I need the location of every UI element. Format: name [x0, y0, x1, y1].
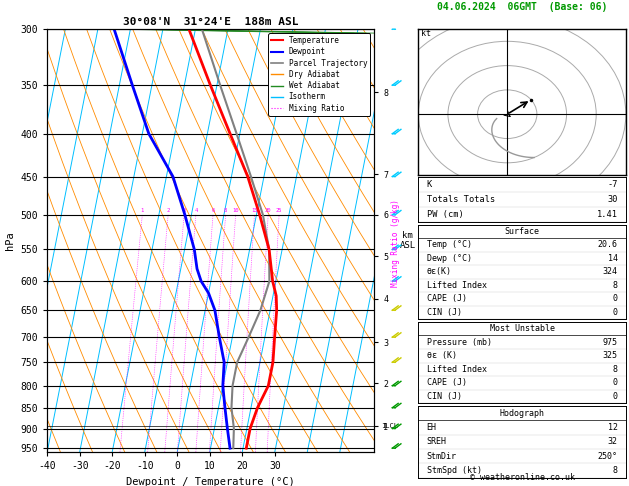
Text: Temp (°C): Temp (°C)	[426, 241, 472, 249]
Text: 1.41: 1.41	[596, 210, 618, 219]
Text: 8: 8	[613, 365, 618, 374]
Text: CAPE (J): CAPE (J)	[426, 295, 467, 303]
Text: 1: 1	[141, 208, 144, 213]
Text: 12: 12	[608, 423, 618, 432]
Text: PW (cm): PW (cm)	[426, 210, 464, 219]
Text: 10: 10	[232, 208, 239, 213]
Text: StmDir: StmDir	[426, 451, 457, 461]
Text: 325: 325	[603, 351, 618, 360]
Text: 250°: 250°	[598, 451, 618, 461]
Legend: Temperature, Dewpoint, Parcel Trajectory, Dry Adiabat, Wet Adiabat, Isotherm, Mi: Temperature, Dewpoint, Parcel Trajectory…	[268, 33, 370, 116]
Text: 975: 975	[603, 338, 618, 347]
Text: 15: 15	[251, 208, 258, 213]
Text: 3: 3	[182, 208, 186, 213]
Text: Surface: Surface	[504, 227, 540, 236]
Text: 1LCL: 1LCL	[381, 423, 398, 429]
X-axis label: Dewpoint / Temperature (°C): Dewpoint / Temperature (°C)	[126, 477, 295, 486]
Text: 6: 6	[211, 208, 214, 213]
Text: 0: 0	[613, 392, 618, 401]
Text: 14: 14	[608, 254, 618, 263]
Text: Hodograph: Hodograph	[499, 409, 545, 417]
Text: θε (K): θε (K)	[426, 351, 457, 360]
Y-axis label: hPa: hPa	[5, 231, 15, 250]
Text: StmSpd (kt): StmSpd (kt)	[426, 466, 482, 475]
Text: 8: 8	[613, 466, 618, 475]
Text: 30: 30	[607, 195, 618, 204]
Text: kt: kt	[421, 30, 431, 38]
Text: Dewp (°C): Dewp (°C)	[426, 254, 472, 263]
Text: 20: 20	[265, 208, 272, 213]
Text: 0: 0	[613, 308, 618, 317]
Text: 0: 0	[613, 295, 618, 303]
Text: 4: 4	[194, 208, 198, 213]
Text: 324: 324	[603, 267, 618, 277]
Text: Lifted Index: Lifted Index	[426, 365, 487, 374]
Text: Pressure (mb): Pressure (mb)	[426, 338, 492, 347]
Text: 04.06.2024  06GMT  (Base: 06): 04.06.2024 06GMT (Base: 06)	[437, 2, 607, 12]
Text: 32: 32	[608, 437, 618, 446]
Text: 0: 0	[613, 379, 618, 387]
Text: EH: EH	[426, 423, 437, 432]
Text: K: K	[426, 180, 432, 190]
Text: 2: 2	[167, 208, 170, 213]
Text: -7: -7	[607, 180, 618, 190]
Y-axis label: km
ASL: km ASL	[399, 231, 416, 250]
Text: 25: 25	[276, 208, 282, 213]
Text: CIN (J): CIN (J)	[426, 308, 462, 317]
Text: © weatheronline.co.uk: © weatheronline.co.uk	[470, 473, 574, 482]
Text: 8: 8	[613, 281, 618, 290]
Title: 30°08'N  31°24'E  188m ASL: 30°08'N 31°24'E 188m ASL	[123, 17, 299, 27]
Text: 8: 8	[224, 208, 227, 213]
Text: Totals Totals: Totals Totals	[426, 195, 495, 204]
Text: Lifted Index: Lifted Index	[426, 281, 487, 290]
Text: CAPE (J): CAPE (J)	[426, 379, 467, 387]
Text: CIN (J): CIN (J)	[426, 392, 462, 401]
Text: Most Unstable: Most Unstable	[489, 324, 555, 333]
Text: SREH: SREH	[426, 437, 447, 446]
Text: Mixing Ratio (g/kg): Mixing Ratio (g/kg)	[391, 199, 399, 287]
Text: θε(K): θε(K)	[426, 267, 452, 277]
Text: 20.6: 20.6	[598, 241, 618, 249]
